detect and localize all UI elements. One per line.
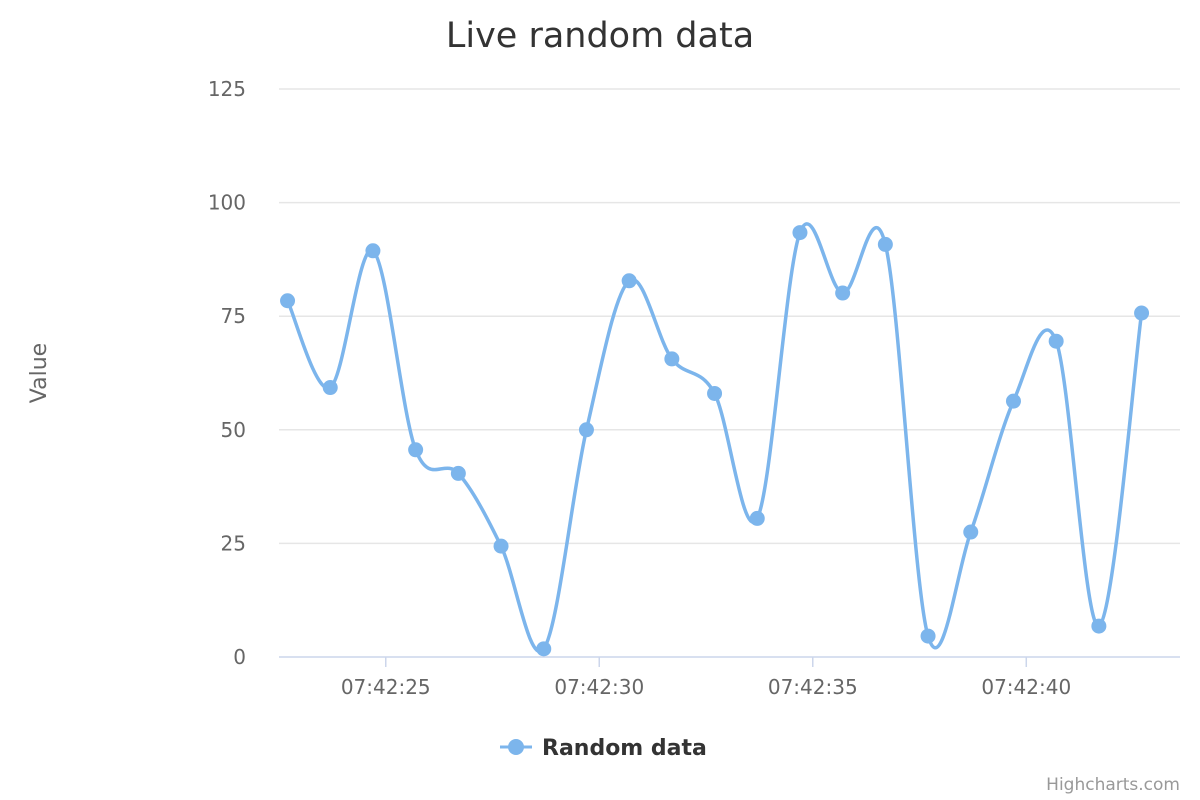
data-point[interactable]	[1091, 618, 1107, 634]
y-tick-label: 25	[221, 531, 246, 555]
data-point[interactable]	[280, 293, 296, 309]
data-point[interactable]	[707, 385, 723, 401]
x-tick-label: 07:42:35	[768, 675, 858, 699]
y-tick-label: 0	[233, 645, 246, 669]
chart-title: Live random data	[446, 16, 754, 56]
data-point[interactable]	[408, 442, 424, 458]
data-point[interactable]	[792, 225, 808, 241]
data-point[interactable]	[920, 628, 936, 644]
series-line	[285, 222, 1144, 654]
data-point[interactable]	[322, 380, 338, 396]
y-axis: 0 25 50 75 100 125	[208, 77, 246, 669]
y-tick-label: 125	[208, 77, 246, 101]
x-tick-label: 07:42:40	[981, 675, 1071, 699]
y-tick-label: 100	[208, 191, 246, 215]
data-point[interactable]	[1005, 393, 1021, 409]
legend[interactable]: Random data	[500, 736, 707, 761]
data-point[interactable]	[621, 273, 637, 289]
data-point[interactable]	[664, 351, 680, 367]
data-point[interactable]	[493, 538, 509, 554]
data-point[interactable]	[450, 465, 466, 481]
data-point[interactable]	[578, 422, 594, 438]
data-point[interactable]	[835, 285, 851, 301]
y-axis-title: Value	[27, 343, 52, 403]
data-point[interactable]	[963, 524, 979, 540]
data-point[interactable]	[1048, 333, 1064, 349]
legend-item-label[interactable]: Random data	[542, 736, 707, 761]
credits-link[interactable]: Highcharts.com	[1046, 775, 1180, 795]
data-point[interactable]	[536, 641, 552, 657]
legend-marker-icon	[508, 739, 524, 755]
y-tick-label: 75	[221, 304, 246, 328]
data-point[interactable]	[365, 243, 381, 259]
x-tick-label: 07:42:25	[341, 675, 431, 699]
data-point[interactable]	[1134, 305, 1150, 321]
series-layer	[280, 222, 1150, 657]
data-point[interactable]	[877, 236, 893, 252]
y-tick-label: 50	[221, 418, 246, 442]
x-tick-label: 07:42:30	[554, 675, 644, 699]
grid-lines	[279, 88, 1180, 545]
data-point[interactable]	[749, 510, 765, 526]
x-axis: 07:42:25 07:42:30 07:42:35 07:42:40	[279, 656, 1180, 699]
